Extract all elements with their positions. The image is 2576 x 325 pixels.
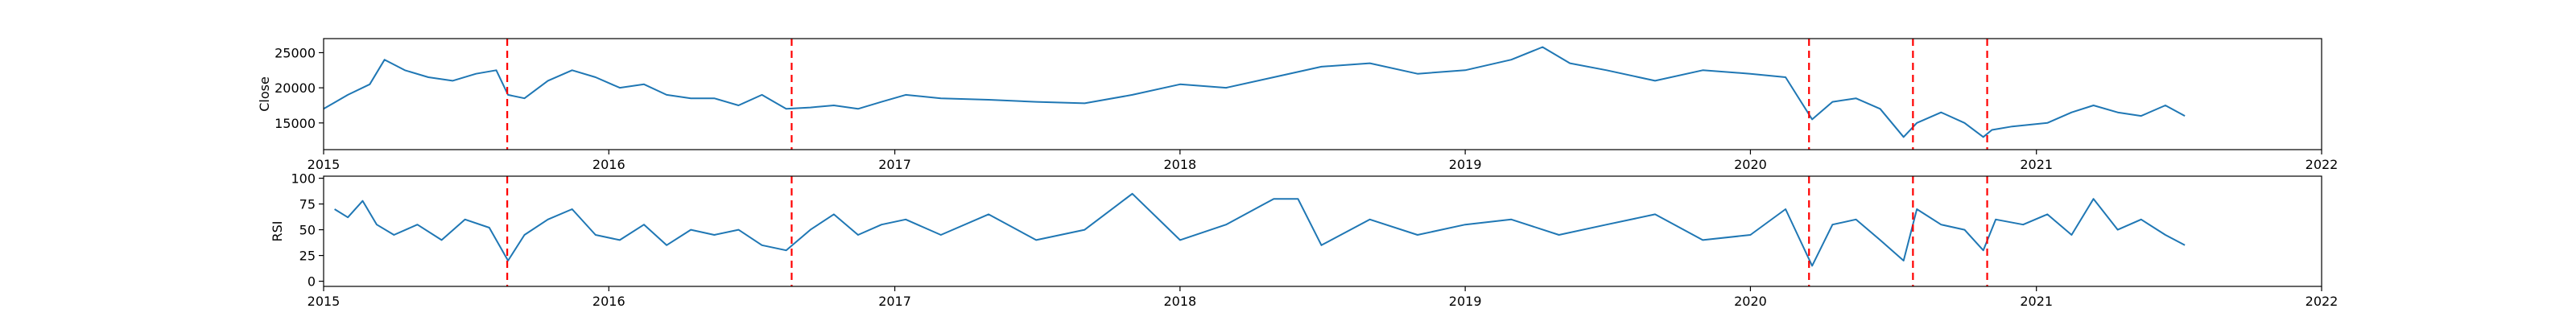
panel-2-x-tick-label-2018: 2018 <box>1163 294 1196 309</box>
panel-2-y-tick-label-50: 50 <box>299 223 316 238</box>
panel-1-x-tick-label-2020: 2020 <box>1734 157 1767 172</box>
panel-2-y-tick-label-25: 25 <box>299 249 316 264</box>
panel-1-x-tick-label-2021: 2021 <box>2020 157 2053 172</box>
panel-2-y-axis-label: RSI <box>270 221 285 242</box>
panel-2-x-tick-label-2019: 2019 <box>1449 294 1482 309</box>
panel-1-x-tick-label-2018: 2018 <box>1163 157 1196 172</box>
panel-2-y-tick-label-100: 100 <box>291 171 316 187</box>
panel-1-x-tick-label-2016: 2016 <box>592 157 625 172</box>
panel-1-y-tick-label-20000: 20000 <box>275 80 316 96</box>
panel-1-x-tick-label-2019: 2019 <box>1449 157 1482 172</box>
panel-2-x-tick-label-2020: 2020 <box>1734 294 1767 309</box>
panel-2-x-tick-label-2015: 2015 <box>308 294 341 309</box>
panel-1-series-line-1 <box>323 46 2186 138</box>
panel-2-x-tick-label-2016: 2016 <box>592 294 625 309</box>
panel-1-x-tick-label-2017: 2017 <box>878 157 911 172</box>
panel-2-series-line-1 <box>334 192 2186 267</box>
panel-2-x-tick-label-2021: 2021 <box>2020 294 2053 309</box>
panel-2-y-tick-label-0: 0 <box>308 274 316 290</box>
panel-1-x-tick-label-2015: 2015 <box>308 157 341 172</box>
panel-2-y-tick-label-75: 75 <box>299 197 316 212</box>
panel-1-y-tick-label-25000: 25000 <box>275 45 316 60</box>
panel-2-frame <box>323 175 2322 287</box>
panel-2-x-tick-label-2022: 2022 <box>2306 294 2339 309</box>
panel-1-x-tick-label-2022: 2022 <box>2306 157 2339 172</box>
panel-1-y-tick-label-15000: 15000 <box>275 116 316 131</box>
panel-1-y-axis-label: Close <box>257 76 272 112</box>
panel-2-x-tick-label-2017: 2017 <box>878 294 911 309</box>
panel-1-frame <box>323 38 2322 150</box>
